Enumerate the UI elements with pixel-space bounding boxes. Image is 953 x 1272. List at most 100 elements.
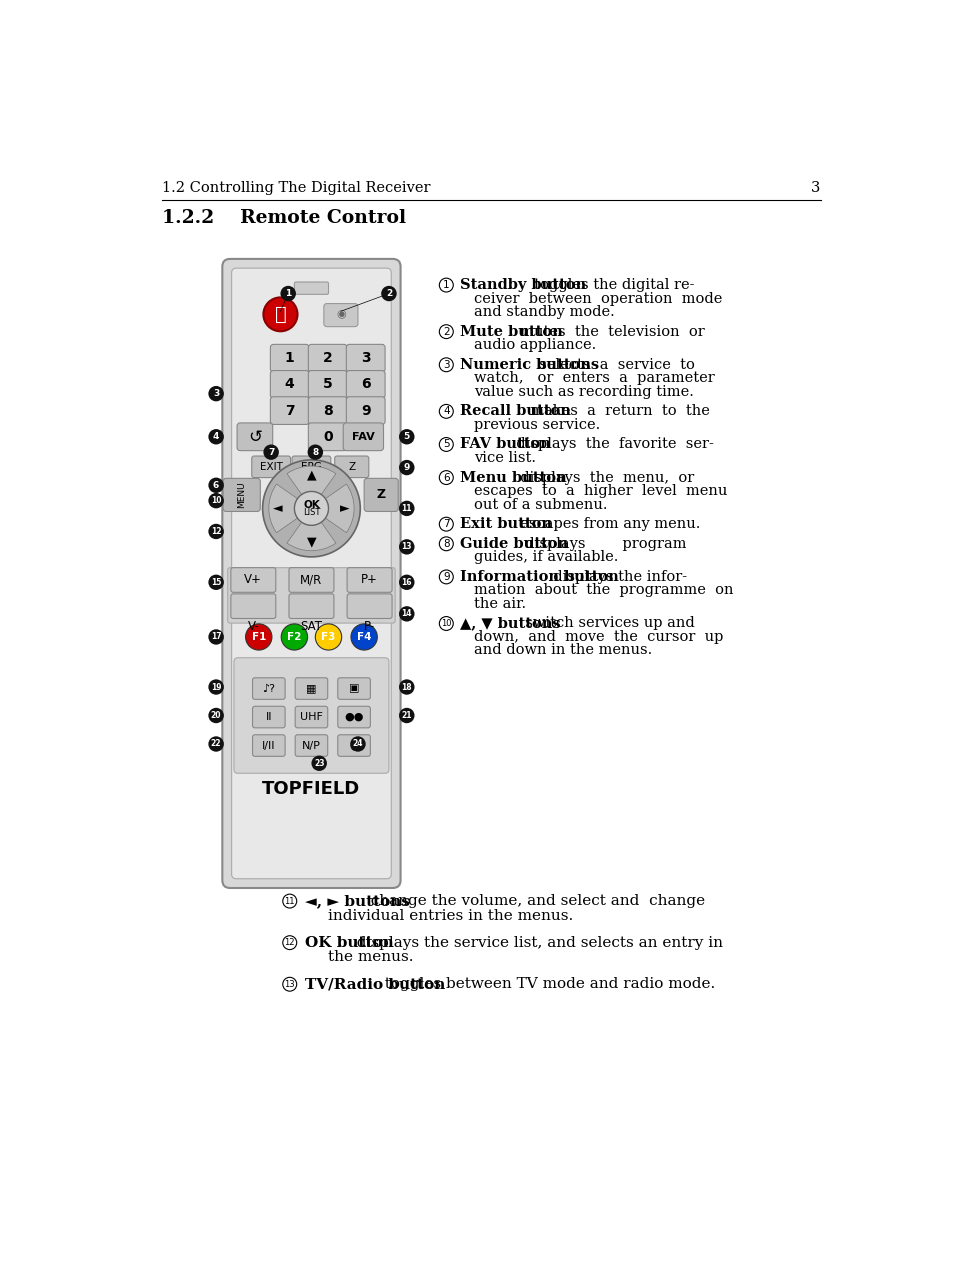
FancyBboxPatch shape (294, 678, 328, 700)
Text: 5: 5 (322, 378, 333, 392)
Text: 20: 20 (211, 711, 221, 720)
Text: F4: F4 (356, 632, 371, 642)
FancyBboxPatch shape (294, 282, 328, 294)
FancyBboxPatch shape (252, 457, 291, 477)
Circle shape (439, 471, 453, 485)
Text: MENU: MENU (237, 481, 246, 508)
Text: Guide button: Guide button (459, 537, 568, 551)
Text: 8: 8 (312, 448, 318, 457)
Text: 2: 2 (442, 327, 449, 337)
FancyBboxPatch shape (270, 370, 309, 398)
FancyBboxPatch shape (337, 678, 370, 700)
Text: Mute button: Mute button (459, 324, 562, 338)
Text: 19: 19 (211, 683, 221, 692)
Text: ◉: ◉ (335, 309, 345, 319)
FancyBboxPatch shape (346, 345, 385, 373)
Circle shape (439, 357, 453, 371)
FancyBboxPatch shape (308, 397, 347, 425)
Text: 13: 13 (401, 542, 412, 551)
Circle shape (245, 623, 272, 650)
Circle shape (398, 501, 415, 516)
FancyBboxPatch shape (347, 594, 392, 618)
FancyBboxPatch shape (270, 397, 309, 425)
FancyBboxPatch shape (228, 567, 395, 623)
Text: down,  and  move  the  cursor  up: down, and move the cursor up (474, 630, 722, 644)
Circle shape (398, 539, 415, 555)
Text: previous service.: previous service. (474, 417, 599, 431)
Text: guides, if available.: guides, if available. (474, 551, 618, 565)
Text: ▼: ▼ (306, 536, 316, 548)
Circle shape (208, 524, 224, 539)
Text: makes  a  return  to  the: makes a return to the (520, 404, 709, 418)
Text: ▲, ▼ buttons: ▲, ▼ buttons (459, 617, 560, 631)
FancyBboxPatch shape (347, 567, 392, 593)
FancyBboxPatch shape (232, 268, 391, 879)
Circle shape (398, 707, 415, 724)
Text: audio appliance.: audio appliance. (474, 338, 596, 352)
Text: 3: 3 (442, 360, 449, 370)
Text: Menu button: Menu button (459, 471, 566, 485)
Text: I/II: I/II (262, 740, 275, 750)
Circle shape (439, 404, 453, 418)
Circle shape (280, 286, 295, 301)
Text: II: II (265, 712, 272, 722)
Text: 10: 10 (440, 619, 451, 628)
Circle shape (398, 460, 415, 476)
Text: switch services up and: switch services up and (516, 617, 694, 631)
Circle shape (263, 444, 278, 460)
Circle shape (208, 736, 224, 752)
Text: out of a submenu.: out of a submenu. (474, 497, 607, 511)
Circle shape (351, 623, 377, 650)
Text: FAV button: FAV button (459, 438, 551, 452)
Circle shape (208, 679, 224, 695)
Circle shape (282, 936, 296, 950)
Text: toggles between TV mode and radio mode.: toggles between TV mode and radio mode. (375, 977, 715, 991)
Text: 1.2 Controlling The Digital Receiver: 1.2 Controlling The Digital Receiver (162, 181, 430, 195)
FancyBboxPatch shape (337, 706, 370, 728)
Circle shape (398, 607, 415, 622)
Text: 22: 22 (211, 739, 221, 748)
Text: displays the infor-: displays the infor- (543, 570, 686, 584)
Text: 0: 0 (322, 430, 333, 444)
Circle shape (282, 894, 296, 908)
Text: Information button: Information button (459, 570, 618, 584)
Circle shape (350, 736, 365, 752)
Text: selects  a  service  to: selects a service to (530, 357, 694, 371)
Circle shape (398, 575, 415, 590)
Text: 7: 7 (285, 403, 294, 417)
Circle shape (311, 756, 327, 771)
Text: F3: F3 (321, 632, 335, 642)
FancyBboxPatch shape (223, 478, 260, 511)
Text: 13: 13 (284, 979, 294, 988)
Text: OK: OK (303, 500, 319, 510)
Text: 16: 16 (401, 577, 412, 586)
Text: 2: 2 (322, 351, 333, 365)
FancyBboxPatch shape (292, 457, 331, 477)
FancyBboxPatch shape (308, 370, 347, 398)
Text: 12: 12 (211, 527, 221, 536)
Text: 1: 1 (285, 289, 291, 298)
Text: 4: 4 (442, 406, 449, 416)
Circle shape (439, 438, 453, 452)
Text: OK button: OK button (305, 936, 394, 950)
Text: ceiver  between  operation  mode: ceiver between operation mode (474, 291, 721, 305)
Text: Z: Z (376, 488, 385, 501)
Text: and standby mode.: and standby mode. (474, 305, 615, 319)
Circle shape (208, 630, 224, 645)
FancyBboxPatch shape (346, 397, 385, 425)
Text: individual entries in the menus.: individual entries in the menus. (328, 908, 573, 922)
Circle shape (439, 537, 453, 551)
Text: ◄: ◄ (273, 502, 283, 515)
Circle shape (398, 429, 415, 444)
Text: M/R: M/R (300, 574, 322, 586)
FancyBboxPatch shape (346, 370, 385, 398)
Text: 5: 5 (403, 432, 410, 441)
Text: 24: 24 (353, 739, 363, 748)
Text: ▣: ▣ (349, 683, 359, 693)
FancyBboxPatch shape (233, 658, 389, 773)
Text: ►: ► (339, 502, 349, 515)
Text: 6: 6 (442, 473, 449, 482)
FancyBboxPatch shape (253, 706, 285, 728)
Text: escapes  to  a  higher  level  menu: escapes to a higher level menu (474, 485, 727, 499)
Circle shape (208, 707, 224, 724)
